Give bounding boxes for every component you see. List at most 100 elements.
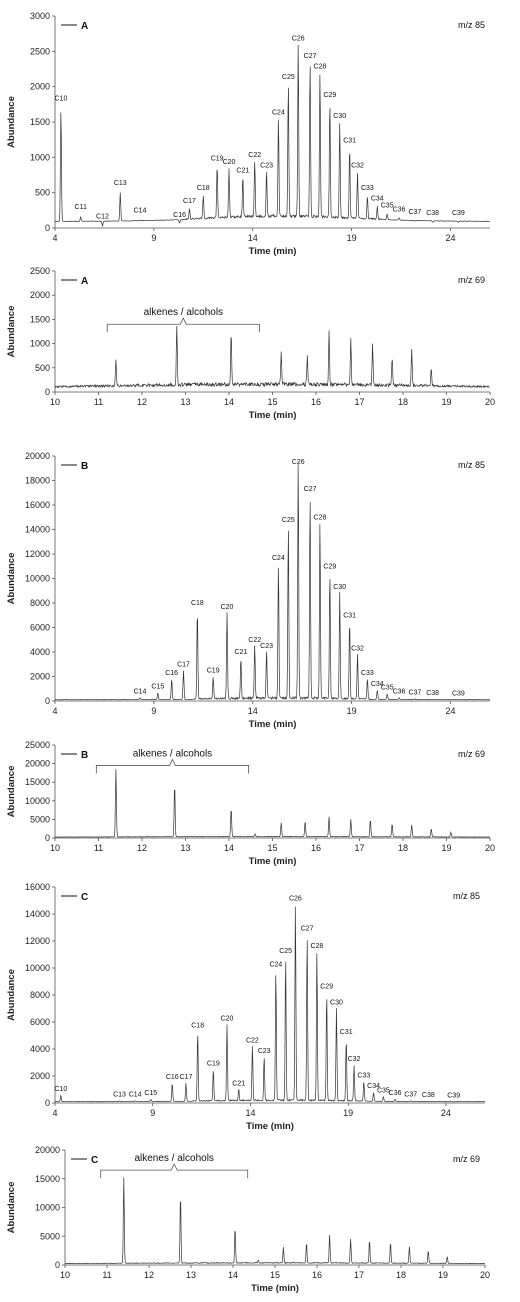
peak-label: C26 [292, 459, 305, 466]
peak-label: C28 [314, 514, 327, 521]
x-tick-label: 24 [445, 233, 455, 243]
peak-label: C24 [272, 555, 285, 562]
chromatogram-trace [54, 906, 486, 1103]
x-tick-label: 13 [180, 843, 190, 853]
peak-label: C36 [389, 1090, 402, 1097]
y-tick-label: 6000 [30, 623, 50, 633]
peak-label: C23 [258, 1048, 271, 1055]
x-tick-label: 24 [445, 706, 455, 716]
y-tick-label: 25000 [25, 740, 50, 750]
peak-label: C30 [333, 584, 346, 591]
peak-label: C29 [323, 563, 336, 570]
peak-label: C17 [183, 198, 196, 205]
x-tick-label: 12 [137, 843, 147, 853]
peak-label: C28 [314, 64, 327, 71]
x-tick-label: 9 [151, 706, 156, 716]
y-tick-label: 500 [35, 363, 50, 373]
peak-label: C13 [114, 180, 127, 187]
x-tick-label: 10 [60, 1270, 70, 1280]
x-tick-label: 24 [441, 1108, 451, 1118]
peak-label: C18 [191, 600, 204, 607]
y-tick-label: 15000 [35, 1174, 60, 1184]
x-tick-label: 17 [354, 397, 364, 407]
peak-label: C31 [340, 1029, 353, 1036]
x-tick-label: 11 [94, 843, 103, 853]
x-tick-label: 20 [485, 397, 495, 407]
y-tick-label: 1500 [30, 117, 50, 127]
peak-label: C37 [408, 690, 421, 697]
x-tick-label: 20 [485, 843, 495, 853]
y-tick-label: 20000 [35, 1145, 60, 1155]
peak-label: C38 [426, 210, 439, 217]
peak-label: C19 [207, 1060, 220, 1067]
mz-label: m/z 85 [458, 460, 485, 470]
y-tick-label: 4000 [30, 1044, 50, 1054]
peak-label: C34 [367, 1083, 380, 1090]
peak-label: C33 [361, 185, 374, 192]
y-tick-label: 0 [45, 387, 50, 397]
peak-label: C31 [343, 138, 356, 145]
y-tick-label: 5000 [40, 1231, 60, 1241]
peak-label: C22 [248, 637, 261, 644]
peak-label: C33 [361, 670, 374, 677]
bracket-label: alkenes / alcohols [144, 307, 224, 318]
y-tick-label: 2000 [30, 1071, 50, 1081]
x-tick-label: 18 [398, 397, 408, 407]
peak-label: C24 [269, 962, 282, 969]
peak-label: C25 [279, 948, 292, 955]
peak-label: C39 [452, 691, 465, 698]
x-tick-label: 14 [245, 1108, 255, 1118]
y-tick-label: 0 [55, 1260, 60, 1270]
peak-label: C25 [282, 517, 295, 524]
x-axis-label: Time (min) [249, 856, 297, 867]
x-tick-label: 17 [354, 843, 364, 853]
x-tick-label: 15 [267, 397, 277, 407]
mz-label: m/z 69 [453, 1154, 480, 1164]
peak-label: C34 [371, 681, 384, 688]
peak-label: C22 [248, 152, 261, 159]
x-tick-label: 19 [347, 233, 357, 243]
x-tick-label: 16 [311, 843, 321, 853]
peak-label: C27 [304, 486, 317, 493]
bracket [106, 317, 260, 333]
peak-label: C20 [223, 159, 236, 166]
y-tick-label: 18000 [25, 476, 50, 486]
peak-label: C17 [177, 661, 190, 668]
peak-label: C28 [310, 943, 323, 950]
peak-label: C21 [232, 1081, 245, 1088]
legend-label: A [81, 21, 88, 32]
peak-label: C38 [422, 1092, 435, 1099]
y-tick-label: 1000 [30, 152, 50, 162]
y-tick-label: 10000 [35, 1203, 60, 1213]
peak-label: C31 [343, 612, 356, 619]
x-tick-label: 14 [248, 706, 258, 716]
x-tick-label: 19 [438, 1270, 448, 1280]
chart-panel-5: 0 2000 4000 6000 8000 10000 12000 14000 16000 4 9 1… [6, 882, 486, 1132]
x-axis-label: Time (min) [249, 410, 297, 421]
x-tick-label: 10 [50, 397, 60, 407]
peak-label: C16 [166, 1074, 179, 1081]
chart-panel-2: 0 500 1000 1500 2000 2500 10 11 12 13 14 15 16 17 18 19… [6, 266, 495, 421]
peak-label: C27 [301, 925, 314, 932]
x-tick-label: 19 [441, 397, 451, 407]
peak-label: C15 [151, 683, 164, 690]
peak-label: C20 [221, 604, 234, 611]
peak-label: C35 [381, 203, 394, 210]
x-tick-label: 19 [343, 1108, 353, 1118]
chart-panel-1: 0 500 1000 1500 2000 2500 3000 4 9 14 19 24 Time (mi… [6, 11, 491, 257]
x-tick-label: 18 [398, 843, 408, 853]
x-tick-label: 16 [311, 397, 321, 407]
x-tick-label: 19 [347, 706, 357, 716]
peak-label: C21 [234, 649, 247, 656]
peak-label: C10 [54, 1086, 67, 1093]
x-tick-label: 15 [267, 843, 277, 853]
y-tick-label: 8000 [30, 990, 50, 1000]
y-tick-label: 2000 [30, 672, 50, 682]
chart-panel-6: 0 5000 10000 15000 20000 10 11 12 13 14 15 16 17 18 19… [6, 1145, 490, 1294]
x-axis-label: Time (min) [249, 246, 297, 257]
legend-label: B [81, 750, 88, 761]
x-axis-label: Time (min) [249, 719, 297, 730]
y-tick-label: 6000 [30, 1017, 50, 1027]
peak-label: C26 [292, 35, 305, 42]
